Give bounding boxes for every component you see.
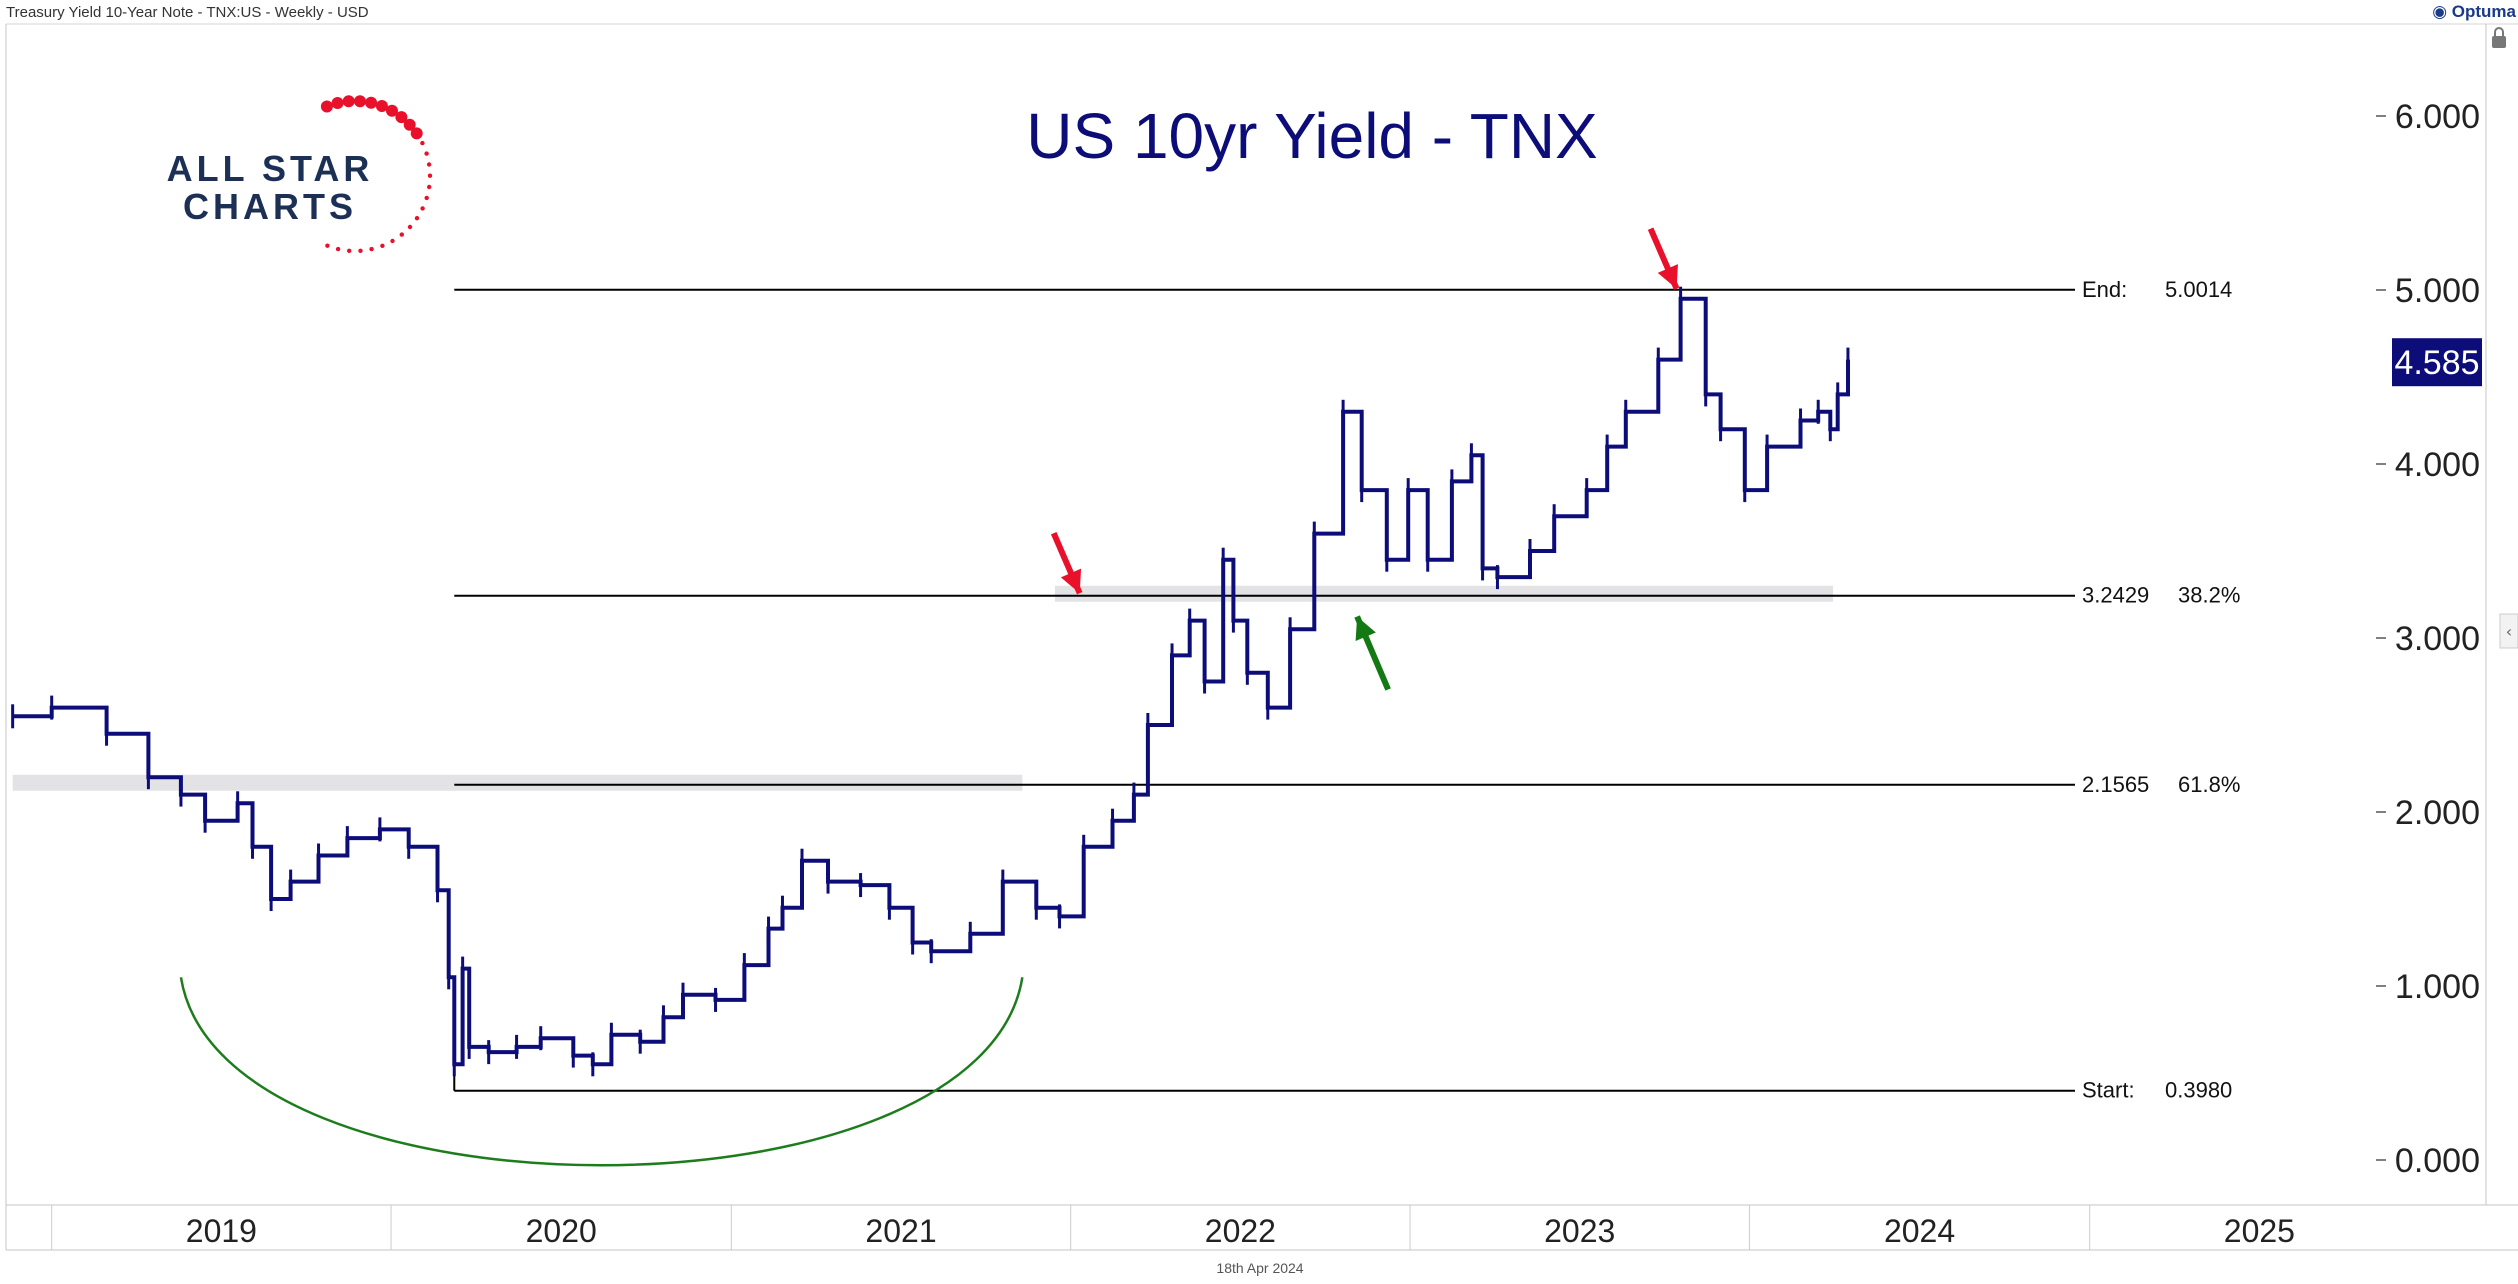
logo-star — [386, 104, 398, 117]
fib-level-label: Start: — [2082, 1078, 2135, 1103]
optuma-brand: ◉ Optuma — [2432, 2, 2516, 22]
logo-star — [380, 243, 385, 248]
support-band — [12, 774, 1023, 791]
annotation-arrow-head — [1657, 264, 1678, 289]
fib-level-value: 5.0014 — [2165, 277, 2232, 302]
support-band — [1054, 585, 1834, 602]
y-tick-label: 0.000 — [2395, 1142, 2480, 1180]
logo-star — [424, 195, 429, 201]
logo-line-1: ALL STAR — [167, 148, 374, 189]
brand-label: Optuma — [2451, 2, 2516, 21]
logo-star — [410, 127, 423, 140]
last-value-label: 4.585 — [2394, 344, 2479, 382]
x-year-label: 2019 — [186, 1213, 257, 1249]
date-stamp: 18th Apr 2024 — [1216, 1260, 1304, 1276]
logo-star — [320, 100, 333, 113]
logo-stars — [320, 95, 433, 253]
logo-star — [395, 111, 408, 124]
all-star-charts-logo: ALL STAR CHARTS — [167, 95, 433, 253]
fib-level-percent: 61.8% — [2178, 772, 2240, 797]
logo-star — [427, 173, 433, 178]
logo-star — [420, 206, 425, 211]
rounding-bottom-arc — [179, 977, 1024, 1167]
logo-star — [375, 100, 388, 112]
price-series — [11, 286, 1850, 1077]
fib-level-label: 3.2429 — [2082, 583, 2149, 608]
logo-star — [403, 118, 416, 131]
y-tick-label: 1.000 — [2395, 968, 2480, 1006]
logo-star — [369, 246, 374, 252]
logo-star — [335, 246, 341, 252]
y-tick-label: 6.000 — [2395, 98, 2480, 136]
logo-star — [399, 232, 404, 237]
logo-star — [390, 238, 395, 244]
y-tick-label: 4.000 — [2395, 446, 2480, 484]
chart-title: US 10yr Yield - TNX — [1026, 100, 1597, 172]
x-year-label: 2024 — [1884, 1213, 1955, 1249]
annotation-arrow-head — [1355, 616, 1376, 642]
logo-star — [427, 184, 432, 190]
fib-level-label: 2.1565 — [2082, 772, 2149, 797]
logo-star — [424, 151, 429, 156]
y-tick-label: 2.000 — [2395, 794, 2480, 832]
chevron-left-icon: ‹ — [2506, 622, 2512, 641]
annotation-arrows — [1050, 227, 1680, 691]
y-tick-label: 5.000 — [2395, 272, 2480, 310]
support-bands — [12, 585, 1834, 791]
logo-line-2: CHARTS — [183, 186, 357, 227]
fibonacci-levels: End: 5.0014 3.2429 38.2% 2.1565 61.8% Start: 0.… — [453, 277, 2240, 1103]
logo-star — [342, 95, 355, 108]
logo-star — [358, 248, 363, 253]
annotation-arrow-head — [1060, 568, 1082, 594]
x-year-label: 2022 — [1205, 1213, 1276, 1249]
lock-icon[interactable] — [2492, 27, 2506, 48]
fib-level-percent: 38.2% — [2178, 583, 2240, 608]
logo-star — [331, 97, 344, 109]
x-year-label: 2025 — [2224, 1213, 2295, 1249]
x-year-label: 2023 — [1544, 1213, 1615, 1249]
chart-frame — [5, 23, 2518, 1251]
optuma-logo-icon: ◉ — [2432, 2, 2448, 21]
x-axis: 2019 2020 2021 2022 2023 2024 2025 — [51, 1205, 2295, 1250]
logo-star — [407, 224, 413, 230]
logo-star — [347, 248, 352, 253]
logo-star — [325, 243, 330, 248]
rounding-bottom-arc-path — [179, 977, 1024, 1167]
y-tick-label: 3.000 — [2395, 620, 2480, 658]
instrument-header: Treasury Yield 10-Year Note - TNX:US - W… — [6, 4, 369, 21]
x-year-label: 2021 — [865, 1213, 936, 1249]
fib-level-label: End: — [2082, 277, 2127, 302]
last-value-marker — [2392, 338, 2482, 387]
panel-collapse-handle[interactable]: ‹ — [2499, 613, 2518, 649]
x-year-label: 2020 — [526, 1213, 597, 1249]
logo-star — [426, 162, 432, 167]
fib-level-value: 0.3980 — [2165, 1078, 2232, 1103]
logo-star — [354, 95, 366, 108]
logo-star — [365, 96, 378, 109]
y-axis: 0.000 1.000 2.000 3.000 4.000 5.000 6.000 4.585 — [2376, 98, 2482, 1180]
logo-star — [420, 140, 425, 146]
logo-star — [414, 216, 420, 221]
